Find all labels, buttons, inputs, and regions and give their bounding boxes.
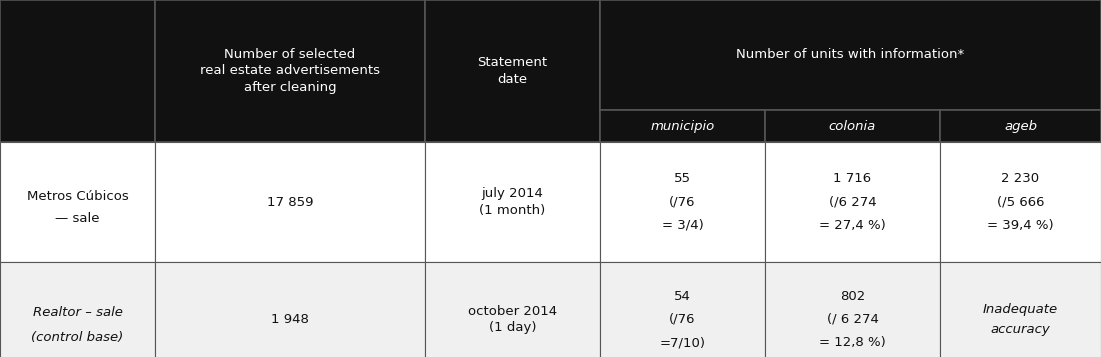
Bar: [600, 0, 1101, 110]
Bar: [940, 262, 1101, 357]
Bar: [600, 0, 765, 110]
Text: = 3/4): = 3/4): [662, 219, 704, 232]
Text: (/5 666: (/5 666: [996, 196, 1044, 208]
Text: 2 230: 2 230: [1002, 172, 1039, 185]
Text: 55: 55: [674, 172, 691, 185]
Bar: [155, 262, 425, 357]
Bar: [0, 262, 155, 357]
Bar: [940, 0, 1101, 110]
Bar: [155, 142, 425, 262]
Text: Inadequate
accuracy: Inadequate accuracy: [983, 303, 1058, 336]
Text: 802: 802: [840, 290, 865, 303]
Text: Realtor – sale: Realtor – sale: [33, 306, 122, 319]
Text: july 2014
(1 month): july 2014 (1 month): [479, 187, 546, 217]
Bar: [0, 142, 155, 262]
Text: 1 948: 1 948: [271, 313, 309, 326]
Bar: [765, 142, 940, 262]
Text: (/76: (/76: [669, 196, 696, 208]
Bar: [940, 142, 1101, 262]
Text: Metros Cúbicos: Metros Cúbicos: [26, 190, 129, 203]
Text: =7/10): =7/10): [659, 336, 706, 349]
Text: Number of units with information*: Number of units with information*: [737, 49, 964, 61]
Text: — sale: — sale: [55, 212, 100, 225]
Text: = 39,4 %): = 39,4 %): [988, 219, 1054, 232]
Bar: [425, 142, 600, 262]
Text: 1 716: 1 716: [833, 172, 872, 185]
Bar: [940, 110, 1101, 142]
Text: (control base): (control base): [31, 331, 123, 344]
Text: = 12,8 %): = 12,8 %): [819, 336, 886, 349]
Bar: [600, 262, 765, 357]
Text: (/6 274: (/6 274: [829, 196, 876, 208]
Text: Statement
date: Statement date: [478, 56, 547, 86]
Text: = 27,4 %): = 27,4 %): [819, 219, 886, 232]
Bar: [765, 262, 940, 357]
Bar: [600, 142, 765, 262]
Text: 54: 54: [674, 290, 691, 303]
Bar: [425, 262, 600, 357]
Text: ageb: ageb: [1004, 120, 1037, 132]
Text: (/ 6 274: (/ 6 274: [827, 313, 879, 326]
Bar: [765, 0, 940, 110]
Text: colonia: colonia: [829, 120, 876, 132]
Text: 17 859: 17 859: [266, 196, 314, 208]
Text: municipio: municipio: [651, 120, 715, 132]
Text: Number of selected
real estate advertisements
after cleaning: Number of selected real estate advertise…: [200, 48, 380, 94]
Bar: [0, 0, 155, 142]
Bar: [600, 110, 765, 142]
Text: (/76: (/76: [669, 313, 696, 326]
Bar: [155, 0, 425, 142]
Text: october 2014
(1 day): october 2014 (1 day): [468, 305, 557, 334]
Bar: [425, 0, 600, 142]
Bar: [765, 110, 940, 142]
